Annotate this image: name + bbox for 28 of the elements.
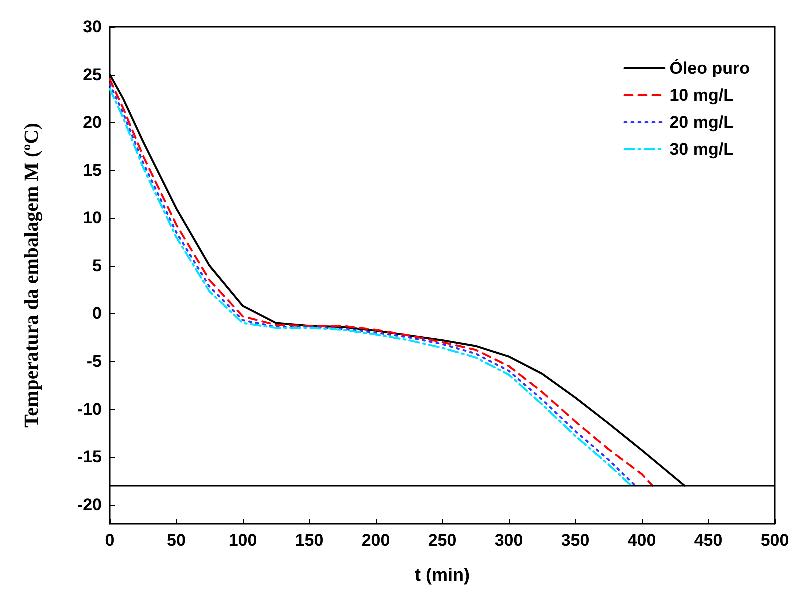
legend-label: 10 mg/L [670, 86, 734, 105]
y-tick-label: -10 [77, 400, 102, 419]
x-tick-label: 450 [694, 531, 723, 550]
y-tick-label: 10 [83, 208, 102, 228]
y-axis-title: Temperatura da embalagem M (ºC) [21, 123, 43, 428]
legend-label: 30 mg/L [670, 140, 734, 159]
y-tick-label: 15 [83, 160, 102, 180]
x-tick-label: 50 [167, 531, 186, 550]
y-tick-label: -5 [86, 352, 102, 372]
x-tick-label: 300 [494, 531, 524, 550]
x-axis-title: t (min) [415, 565, 470, 585]
y-tick-label: 20 [83, 113, 102, 132]
y-tick-label: 0 [92, 304, 102, 324]
y-tick-label: -20 [77, 495, 102, 514]
legend-label: Óleo puro [670, 58, 750, 78]
x-tick-label: 500 [760, 531, 790, 550]
x-tick-label: 350 [561, 531, 590, 550]
x-tick-label: 400 [628, 531, 656, 550]
x-tick-label: 100 [228, 531, 258, 550]
y-tick-label: 30 [83, 18, 102, 36]
x-tick-label: 150 [295, 531, 324, 550]
y-tick-label: 25 [83, 65, 102, 84]
x-tick-label: 250 [428, 531, 457, 550]
y-tick-label: 5 [92, 256, 102, 276]
x-tick-label: 0 [105, 531, 115, 550]
x-tick-label: 200 [362, 531, 390, 550]
y-tick-label: -15 [77, 448, 102, 467]
legend-label: 20 mg/L [670, 113, 734, 132]
